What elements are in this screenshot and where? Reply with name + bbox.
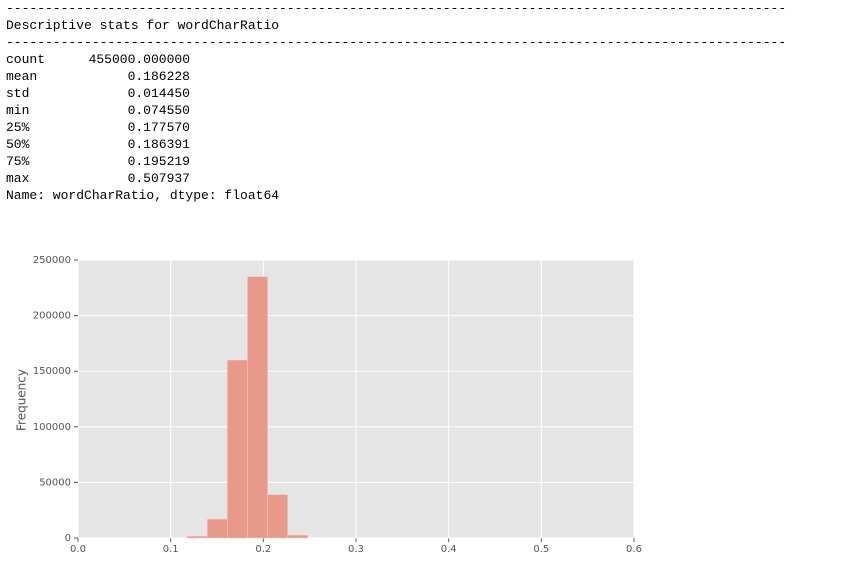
x-tick-label: 0.3 xyxy=(348,544,364,555)
x-tick-label: 0.5 xyxy=(533,544,549,555)
histogram-bar xyxy=(247,276,268,539)
x-tick-label: 0.1 xyxy=(163,544,179,555)
stat-value: 0.186228 xyxy=(127,69,190,84)
stat-row: 75% 0.195219 xyxy=(6,153,786,170)
histogram-bar xyxy=(227,359,248,539)
stat-row: 25% 0.177570 xyxy=(6,119,786,136)
y-tick-label: 250000 xyxy=(33,255,71,266)
stat-row: mean 0.186228 xyxy=(6,68,786,85)
y-tick-label: 100000 xyxy=(33,422,71,433)
stat-row: std 0.014450 xyxy=(6,85,786,102)
x-tick-label: 0.0 xyxy=(70,544,86,555)
y-tick-label: 0 xyxy=(65,533,71,544)
stat-name: count xyxy=(6,52,46,67)
stat-row: min 0.074550 xyxy=(6,102,786,119)
stat-name: max xyxy=(6,171,30,186)
text-output: ----------------------------------------… xyxy=(6,0,786,204)
x-tick-label: 0.4 xyxy=(441,544,457,555)
rule: ----------------------------------------… xyxy=(6,1,787,16)
footer: Name: wordCharRatio, dtype: float64 xyxy=(6,188,280,203)
stat-value: 0.177570 xyxy=(127,120,190,135)
histogram-bar xyxy=(267,494,288,539)
histogram-bar xyxy=(207,518,228,539)
stat-name: 25% xyxy=(6,120,30,135)
y-tick-label: 150000 xyxy=(33,366,71,377)
histogram-bar xyxy=(287,534,308,539)
y-tick-label: 200000 xyxy=(33,311,71,322)
stat-name: min xyxy=(6,103,30,118)
x-tick-label: 0.2 xyxy=(255,544,271,555)
stat-row: count 455000.000000 xyxy=(6,51,786,68)
stat-value: 0.074550 xyxy=(127,103,190,118)
y-tick-label: 50000 xyxy=(39,477,71,488)
stat-row: 50% 0.186391 xyxy=(6,136,786,153)
stat-row: max 0.507937 xyxy=(6,170,786,187)
stat-value: 0.014450 xyxy=(127,86,190,101)
stat-value: 0.186391 xyxy=(127,137,190,152)
stat-name: mean xyxy=(6,69,38,84)
stat-value: 0.507937 xyxy=(127,171,190,186)
x-tick-label: 0.6 xyxy=(626,544,642,555)
y-axis-label: Frequency xyxy=(15,369,29,431)
rule: ----------------------------------------… xyxy=(6,35,787,50)
stat-value: 455000.000000 xyxy=(88,52,190,67)
stat-name: 75% xyxy=(6,154,30,169)
stat-name: 50% xyxy=(6,137,30,152)
stat-value: 0.195219 xyxy=(127,154,190,169)
heading: Descriptive stats for wordCharRatio xyxy=(6,18,280,33)
stat-name: std xyxy=(6,86,30,101)
histogram-bar xyxy=(187,536,208,539)
stats-table: count 455000.000000 mean 0.186228 std 0.01445… xyxy=(6,51,786,187)
